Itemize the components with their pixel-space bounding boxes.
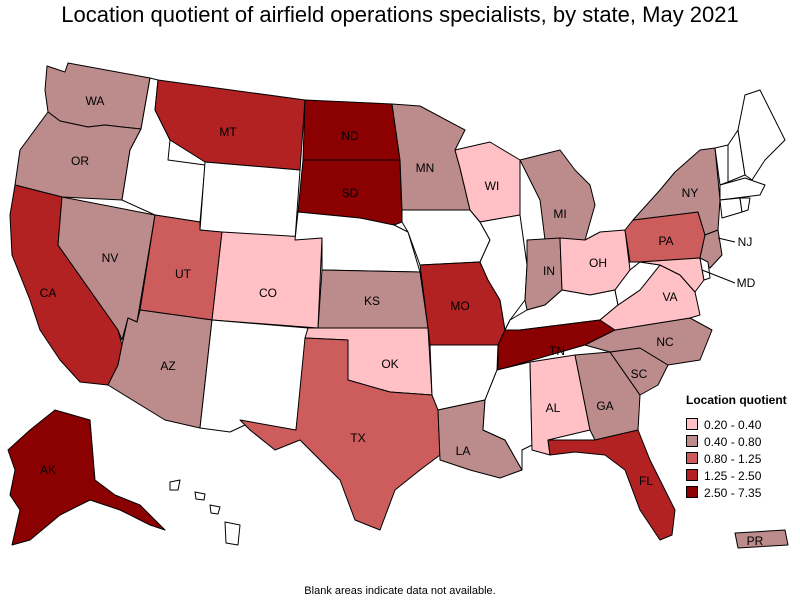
state-fl xyxy=(547,429,676,541)
state-hi xyxy=(169,479,241,546)
legend-label: 0.40 - 0.80 xyxy=(704,435,762,449)
state-label-fl: FL xyxy=(639,474,653,488)
legend-label: 0.80 - 1.25 xyxy=(704,452,762,466)
state-label-nd: ND xyxy=(341,129,359,143)
state-ak xyxy=(7,409,166,546)
legend-swatch xyxy=(686,469,698,481)
state-label-mt: MT xyxy=(219,125,237,139)
state-ct xyxy=(719,197,743,219)
state-label-mi: MI xyxy=(553,207,566,221)
state-tx xyxy=(239,337,441,531)
state-label-ut: UT xyxy=(175,267,192,281)
state-label-ga: GA xyxy=(596,399,613,413)
state-nj xyxy=(699,229,723,269)
legend-item: 0.80 - 1.25 xyxy=(686,452,761,466)
state-label-ca: CA xyxy=(40,286,57,300)
state-de xyxy=(699,257,711,281)
state-label-tn: TN xyxy=(549,344,565,358)
state-label-co: CO xyxy=(259,286,277,300)
state-label-pr: PR xyxy=(747,534,764,548)
map-title: Location quotient of airfield operations… xyxy=(61,2,739,27)
state-label-ny: NY xyxy=(682,186,699,200)
state-label-ak: AK xyxy=(40,463,56,477)
legend-label: 0.20 - 0.40 xyxy=(704,418,762,432)
legend-swatch xyxy=(686,486,698,498)
state-label-sc: SC xyxy=(631,367,648,381)
state-label-va: VA xyxy=(662,290,677,304)
state-label-ok: OK xyxy=(381,357,398,371)
state-me xyxy=(737,89,786,181)
callout-lines xyxy=(701,237,736,284)
state-pr xyxy=(734,529,789,549)
state-label-in: IN xyxy=(543,264,555,278)
state-labels: WA OR CA NV MT UT AZ CO ND SD KS OK TX M… xyxy=(40,94,764,548)
state-label-or: OR xyxy=(71,154,89,168)
state-label-mn: MN xyxy=(416,161,435,175)
state-label-md: MD xyxy=(737,276,756,290)
state-label-az: AZ xyxy=(160,359,175,373)
state-mi xyxy=(519,149,596,241)
legend-item: 0.40 - 0.80 xyxy=(686,435,761,449)
legend-title: Location quotient xyxy=(686,393,787,407)
state-label-nv: NV xyxy=(102,251,119,265)
state-label-oh: OH xyxy=(589,256,607,270)
state-label-sd: SD xyxy=(342,186,359,200)
state-label-wa: WA xyxy=(86,94,105,108)
state-label-tx: TX xyxy=(350,431,365,445)
state-wy xyxy=(199,161,301,241)
state-label-nj: NJ xyxy=(738,235,753,249)
state-label-al: AL xyxy=(546,401,561,415)
state-ri xyxy=(739,197,751,213)
state-co xyxy=(211,231,323,329)
legend-swatch xyxy=(686,452,698,464)
state-label-ks: KS xyxy=(364,294,380,308)
footnote: Blank areas indicate data not available. xyxy=(304,585,496,597)
legend-swatch xyxy=(686,418,698,430)
legend-label: 2.50 - 7.35 xyxy=(704,486,762,500)
state-label-wi: WI xyxy=(485,179,500,193)
state-label-nc: NC xyxy=(656,335,674,349)
legend-swatch xyxy=(686,435,698,447)
state-nm xyxy=(199,319,309,433)
legend-label: 1.25 - 2.50 xyxy=(704,469,762,483)
state-label-la: LA xyxy=(456,444,471,458)
legend-item: 0.20 - 0.40 xyxy=(686,418,761,432)
legend-item: 2.50 - 7.35 xyxy=(686,486,761,500)
state-label-mo: MO xyxy=(450,299,469,313)
state-label-pa: PA xyxy=(658,234,673,248)
legend-item: 1.25 - 2.50 xyxy=(686,469,761,483)
state-ma xyxy=(719,177,766,201)
state-ny xyxy=(632,147,721,236)
